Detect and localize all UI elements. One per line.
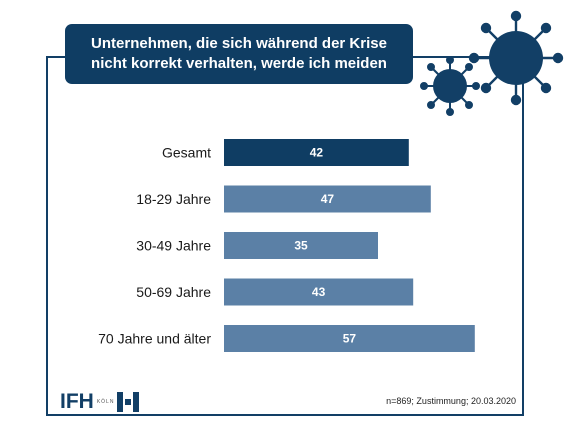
bar-value-label-3: 43 — [312, 285, 326, 299]
category-label-4: 70 Jahre und älter — [98, 331, 211, 347]
virus-large-icon — [468, 10, 564, 106]
bar-2 — [224, 232, 378, 259]
bar-3 — [224, 278, 414, 306]
bar-value-label-4: 57 — [343, 332, 357, 346]
virus-small-icon — [420, 56, 480, 116]
ifh-logo: IFH KÖLN — [60, 390, 140, 414]
category-label-2: 30-49 Jahre — [136, 238, 211, 254]
title-box: Unternehmen, die sich während der Krise … — [65, 24, 413, 84]
logo-city: KÖLN — [96, 399, 115, 405]
logo-brand: IFH — [60, 390, 94, 413]
category-label-0: Gesamt — [162, 145, 211, 161]
bar-value-label-1: 47 — [321, 192, 335, 206]
logo-mark-icon — [117, 392, 140, 412]
category-label-3: 50-69 Jahre — [136, 284, 211, 300]
footnote: n=869; Zustimmung; 20.03.2020 — [386, 396, 516, 406]
bar-value-label-0: 42 — [310, 146, 324, 160]
category-label-1: 18-29 Jahre — [136, 191, 211, 207]
bar-value-label-2: 35 — [294, 239, 308, 253]
bar-0 — [224, 139, 409, 166]
bar-1 — [224, 185, 431, 213]
bar-4 — [224, 325, 475, 352]
chart-title: Unternehmen, die sich während der Krise … — [91, 35, 387, 72]
